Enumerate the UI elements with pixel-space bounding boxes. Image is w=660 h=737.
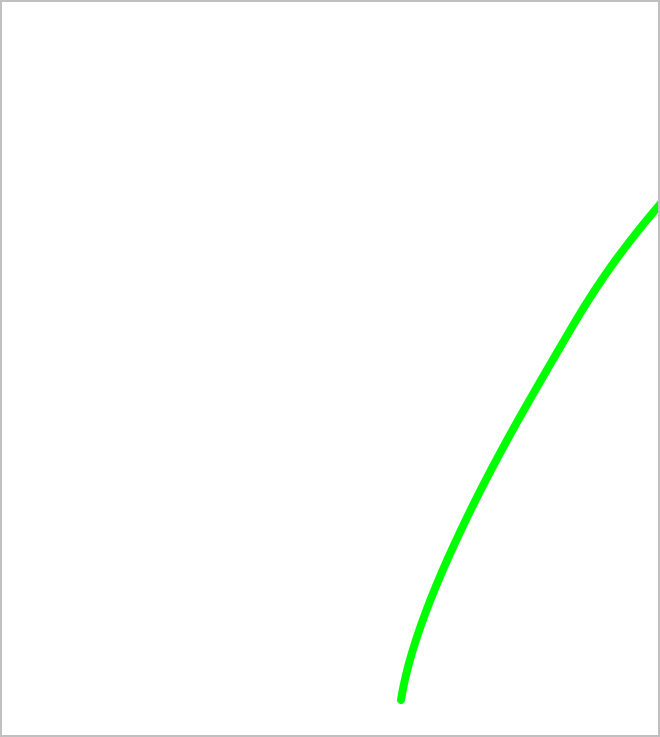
green-stroke	[397, 200, 658, 704]
